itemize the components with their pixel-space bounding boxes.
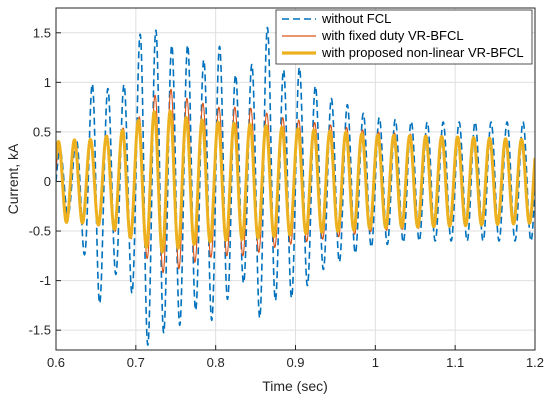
- y-tick-label: 1: [44, 75, 51, 90]
- tick-labels: 0.6 0.7 0.8 0.9 1 1.1 1.2 -1.5 -1 -0.5 0 0.5 1 1.5: [29, 25, 544, 370]
- legend-label-proposed: with proposed non-linear VR-BFCL: [321, 45, 524, 60]
- y-tick-label: -0.5: [29, 224, 51, 239]
- x-tick-label: 0.7: [127, 355, 145, 370]
- y-tick-label: -1: [39, 273, 51, 288]
- legend-label-fixed-duty: with fixed duty VR-BFCL: [321, 28, 464, 43]
- series-line-3: [56, 109, 535, 254]
- y-tick-label: 0: [44, 174, 51, 189]
- x-tick-label: 0.6: [47, 355, 65, 370]
- y-tick-label: -1.5: [29, 323, 51, 338]
- legend: without FCL with fixed duty VR-BFCL with…: [275, 9, 533, 65]
- ticks: [55, 32, 536, 350]
- legend-box: [275, 9, 533, 65]
- x-tick-label: 1: [372, 355, 379, 370]
- y-tick-label: 1.5: [33, 25, 51, 40]
- x-tick-label: 1.2: [526, 355, 544, 370]
- x-tick-label: 0.8: [207, 355, 225, 370]
- series-layer: [56, 26, 535, 346]
- x-axis-label: Time (sec): [262, 378, 328, 394]
- x-tick-label: 0.9: [286, 355, 304, 370]
- series-line-1: [56, 26, 535, 346]
- legend-label-without-fcl: without FCL: [321, 11, 391, 26]
- x-tick-label: 1.1: [446, 355, 464, 370]
- y-axis-label: Current, kA: [5, 143, 21, 214]
- y-tick-label: 0.5: [33, 124, 51, 139]
